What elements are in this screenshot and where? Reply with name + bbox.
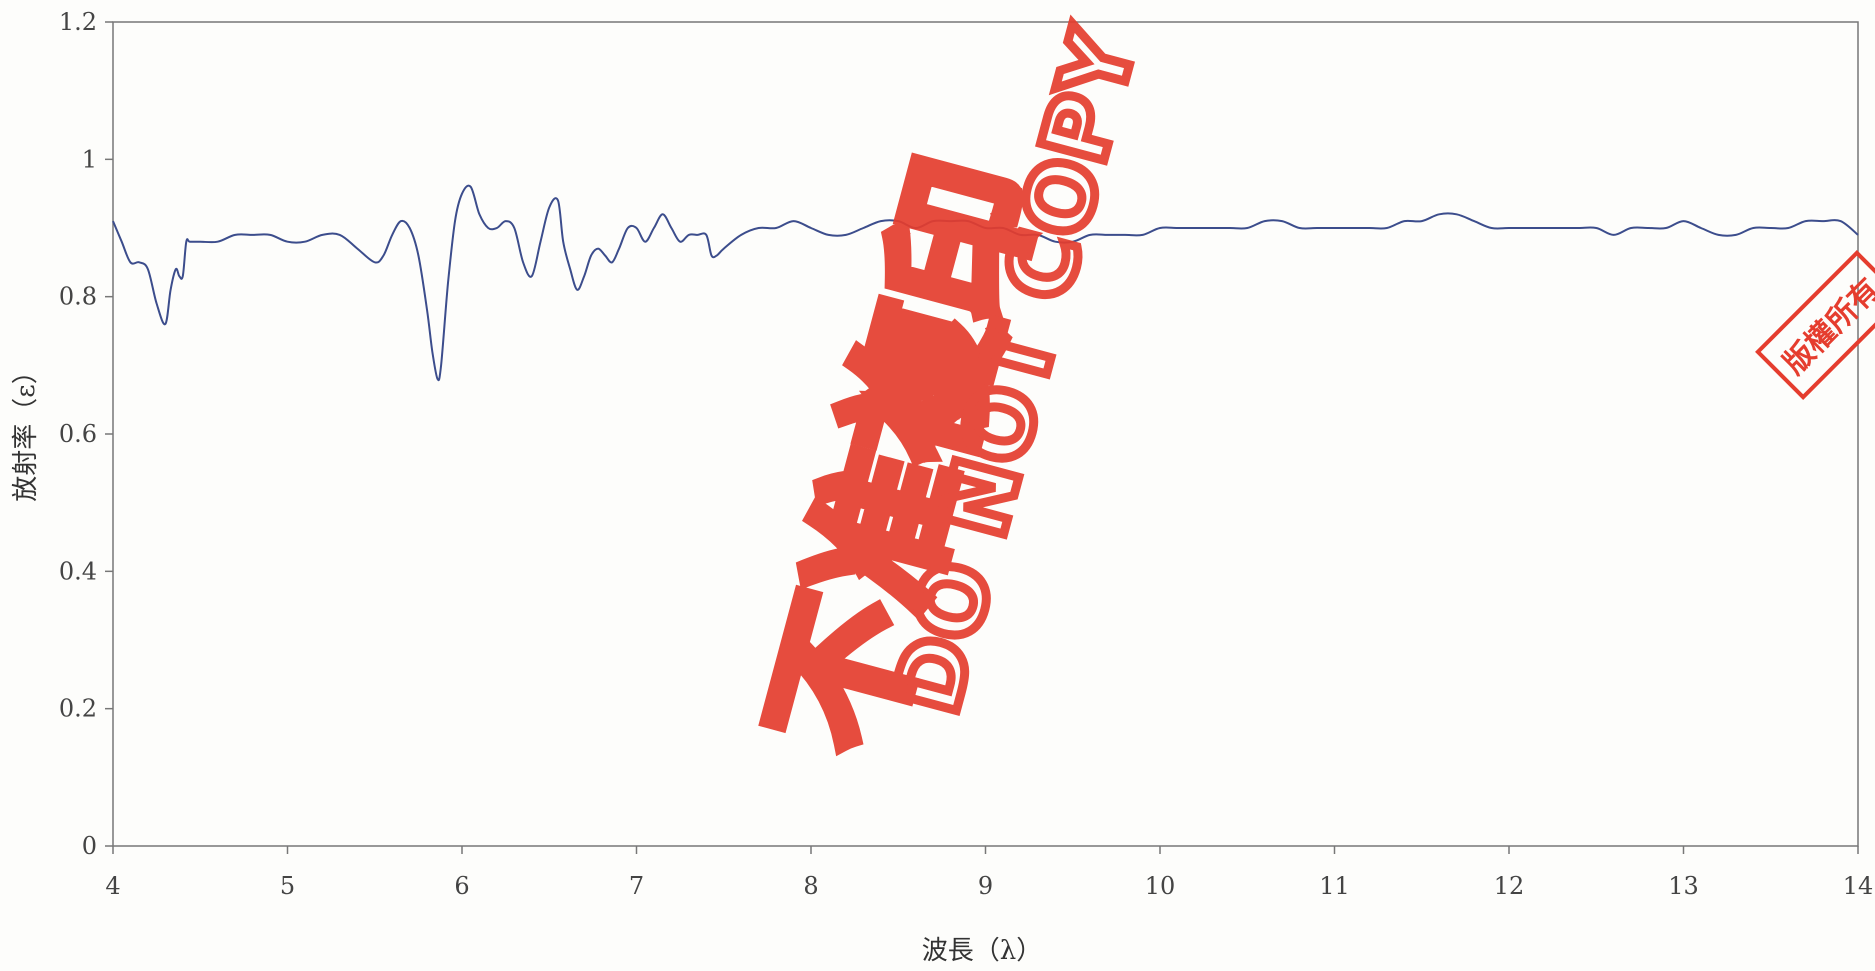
x-tick-label: 7 [629,872,644,900]
y-tick-label: 0.8 [59,283,97,311]
x-tick-label: 13 [1668,872,1699,900]
y-tick-label: 0 [82,832,97,860]
y-tick-label: 1 [82,145,97,173]
x-tick-label: 9 [978,872,993,900]
y-tick-label: 0.6 [59,420,97,448]
y-tick-label: 0.2 [59,695,97,723]
x-tick-label: 5 [280,872,295,900]
y-tick-label: 1.2 [59,8,97,36]
x-axis-title: 波長（λ） [922,936,1042,966]
x-tick-label: 4 [105,872,120,900]
y-axis-title: 放射率（ε） [11,358,41,501]
series-line-emissivity [112,184,1859,382]
x-tick-label: 11 [1319,872,1350,900]
y-tick-label: 0.4 [59,557,97,585]
x-tick-label: 12 [1494,872,1525,900]
x-tick-label: 6 [454,872,469,900]
copyright-stamp-border [1755,250,1875,400]
x-tick-label: 8 [803,872,818,900]
y-axis: 0 0.2 0.4 0.6 0.8 1 1.2 [59,8,113,860]
x-axis: 4 5 6 7 8 9 10 11 12 13 14 [105,846,1873,900]
x-tick-label: 10 [1145,872,1176,900]
do-not-copy-watermark: 不准複印 DO NOT COPY [738,14,1162,775]
x-tick-label: 14 [1843,872,1874,900]
copyright-stamp-text: 版權所有 [1777,272,1875,382]
